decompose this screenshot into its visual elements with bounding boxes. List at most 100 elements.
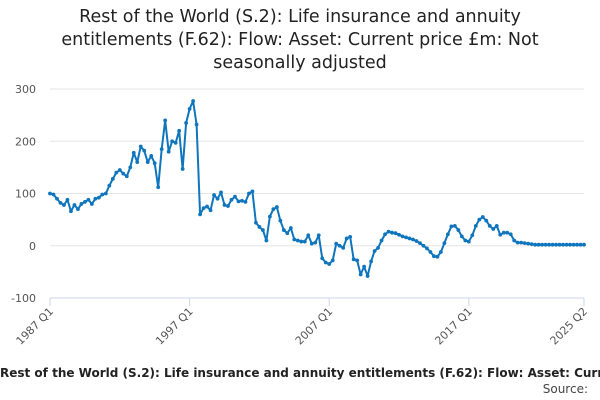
data-point[interactable]: [449, 224, 454, 229]
data-point[interactable]: [254, 220, 258, 225]
data-point[interactable]: [72, 203, 77, 207]
data-point[interactable]: [383, 232, 387, 237]
data-point[interactable]: [425, 246, 429, 251]
data-point[interactable]: [198, 212, 202, 217]
data-point[interactable]: [156, 185, 161, 190]
data-point[interactable]: [498, 232, 503, 237]
data-point[interactable]: [243, 199, 248, 204]
data-point[interactable]: [466, 239, 471, 244]
data-point[interactable]: [69, 209, 73, 214]
data-point[interactable]: [299, 239, 304, 244]
data-point[interactable]: [400, 234, 405, 239]
data-point[interactable]: [159, 147, 164, 151]
data-point[interactable]: [432, 254, 436, 259]
data-point[interactable]: [124, 174, 129, 179]
data-point[interactable]: [187, 106, 192, 111]
data-point[interactable]: [456, 228, 461, 232]
data-point[interactable]: [390, 230, 394, 235]
data-point[interactable]: [571, 242, 576, 247]
data-point[interactable]: [515, 240, 520, 245]
data-point[interactable]: [288, 226, 293, 230]
data-point[interactable]: [107, 183, 112, 188]
data-point[interactable]: [505, 230, 510, 235]
data-point[interactable]: [76, 207, 80, 212]
data-point[interactable]: [58, 201, 63, 205]
data-point[interactable]: [344, 236, 349, 241]
data-point[interactable]: [79, 202, 84, 206]
data-point[interactable]: [575, 242, 579, 247]
data-point[interactable]: [135, 160, 140, 165]
data-point[interactable]: [435, 254, 440, 259]
data-point[interactable]: [271, 207, 276, 212]
data-point[interactable]: [393, 231, 398, 236]
data-point[interactable]: [494, 224, 499, 228]
data-point[interactable]: [554, 242, 558, 247]
data-point[interactable]: [386, 229, 391, 234]
data-point[interactable]: [194, 122, 199, 127]
data-point[interactable]: [83, 199, 87, 204]
data-point[interactable]: [376, 245, 380, 250]
data-point[interactable]: [281, 228, 286, 232]
data-point[interactable]: [411, 237, 415, 242]
data-point[interactable]: [48, 191, 52, 196]
data-point[interactable]: [65, 197, 70, 202]
data-point[interactable]: [337, 243, 342, 248]
data-point[interactable]: [89, 202, 94, 206]
data-point[interactable]: [407, 236, 412, 241]
data-point[interactable]: [313, 240, 318, 245]
data-point[interactable]: [173, 140, 178, 145]
data-point[interactable]: [540, 242, 545, 247]
data-point[interactable]: [372, 249, 377, 253]
data-point[interactable]: [323, 260, 328, 265]
data-point[interactable]: [526, 241, 531, 246]
data-point[interactable]: [309, 241, 314, 246]
data-point[interactable]: [247, 191, 251, 196]
data-point[interactable]: [142, 148, 147, 153]
data-point[interactable]: [327, 262, 332, 266]
data-point[interactable]: [292, 237, 297, 242]
data-point[interactable]: [267, 214, 272, 219]
data-point[interactable]: [219, 190, 223, 195]
data-point[interactable]: [257, 225, 262, 229]
data-point[interactable]: [561, 242, 565, 247]
data-point[interactable]: [519, 240, 524, 245]
data-point[interactable]: [170, 139, 175, 144]
data-point[interactable]: [547, 242, 551, 247]
data-point[interactable]: [191, 99, 196, 103]
data-point[interactable]: [477, 217, 482, 222]
data-point[interactable]: [110, 176, 115, 181]
data-point[interactable]: [264, 238, 269, 243]
data-point[interactable]: [51, 192, 56, 197]
data-point[interactable]: [166, 149, 171, 154]
data-point[interactable]: [421, 243, 426, 248]
data-point[interactable]: [473, 224, 478, 228]
data-point[interactable]: [62, 203, 66, 207]
data-point[interactable]: [131, 150, 136, 155]
data-point[interactable]: [428, 250, 433, 254]
data-point[interactable]: [274, 205, 279, 209]
data-point[interactable]: [205, 204, 209, 209]
data-point[interactable]: [459, 234, 464, 239]
data-point[interactable]: [215, 196, 220, 201]
data-point[interactable]: [355, 258, 360, 263]
data-point[interactable]: [233, 194, 237, 199]
data-point[interactable]: [222, 203, 227, 207]
data-point[interactable]: [348, 234, 353, 239]
data-point[interactable]: [550, 242, 555, 247]
data-point[interactable]: [529, 242, 534, 247]
data-point[interactable]: [278, 218, 283, 223]
data-point[interactable]: [55, 196, 59, 201]
data-point[interactable]: [442, 241, 447, 246]
data-point[interactable]: [334, 241, 339, 246]
data-point[interactable]: [512, 238, 517, 243]
data-point[interactable]: [208, 208, 213, 213]
data-point[interactable]: [86, 197, 91, 202]
data-point[interactable]: [568, 242, 572, 247]
data-point[interactable]: [480, 215, 485, 219]
data-point[interactable]: [379, 238, 384, 243]
data-point[interactable]: [152, 161, 157, 166]
data-point[interactable]: [341, 245, 346, 250]
data-point[interactable]: [306, 233, 311, 238]
data-point[interactable]: [470, 233, 475, 238]
data-point[interactable]: [463, 238, 468, 243]
